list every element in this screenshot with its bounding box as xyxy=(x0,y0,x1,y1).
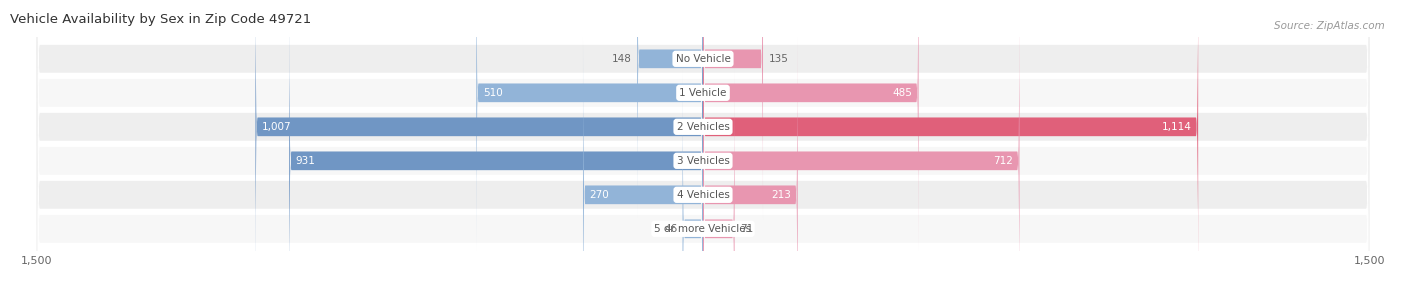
Text: 3 Vehicles: 3 Vehicles xyxy=(676,156,730,166)
FancyBboxPatch shape xyxy=(703,68,734,306)
Text: 510: 510 xyxy=(484,88,503,98)
FancyBboxPatch shape xyxy=(703,34,797,306)
Text: 71: 71 xyxy=(740,224,754,234)
FancyBboxPatch shape xyxy=(37,0,1369,306)
FancyBboxPatch shape xyxy=(682,68,703,306)
Text: 5 or more Vehicles: 5 or more Vehicles xyxy=(654,224,752,234)
FancyBboxPatch shape xyxy=(703,0,918,253)
FancyBboxPatch shape xyxy=(583,34,703,306)
FancyBboxPatch shape xyxy=(37,0,1369,306)
Text: No Vehicle: No Vehicle xyxy=(675,54,731,64)
Text: 2 Vehicles: 2 Vehicles xyxy=(676,122,730,132)
FancyBboxPatch shape xyxy=(37,0,1369,306)
Text: 485: 485 xyxy=(891,88,912,98)
FancyBboxPatch shape xyxy=(477,0,703,253)
Text: 1,114: 1,114 xyxy=(1161,122,1191,132)
Text: 1 Vehicle: 1 Vehicle xyxy=(679,88,727,98)
Text: 931: 931 xyxy=(295,156,316,166)
FancyBboxPatch shape xyxy=(256,0,703,287)
FancyBboxPatch shape xyxy=(37,0,1369,306)
FancyBboxPatch shape xyxy=(37,0,1369,306)
Text: 712: 712 xyxy=(993,156,1012,166)
Text: 46: 46 xyxy=(664,224,678,234)
FancyBboxPatch shape xyxy=(290,0,703,306)
Text: 4 Vehicles: 4 Vehicles xyxy=(676,190,730,200)
Text: 213: 213 xyxy=(770,190,792,200)
FancyBboxPatch shape xyxy=(703,0,1019,306)
Text: 148: 148 xyxy=(612,54,631,64)
Text: Vehicle Availability by Sex in Zip Code 49721: Vehicle Availability by Sex in Zip Code … xyxy=(10,13,311,26)
Text: 1,007: 1,007 xyxy=(262,122,291,132)
FancyBboxPatch shape xyxy=(703,0,1198,287)
FancyBboxPatch shape xyxy=(37,0,1369,306)
Text: Source: ZipAtlas.com: Source: ZipAtlas.com xyxy=(1274,21,1385,32)
Text: 135: 135 xyxy=(768,54,789,64)
Text: 270: 270 xyxy=(589,190,609,200)
FancyBboxPatch shape xyxy=(637,0,703,219)
FancyBboxPatch shape xyxy=(703,0,763,219)
